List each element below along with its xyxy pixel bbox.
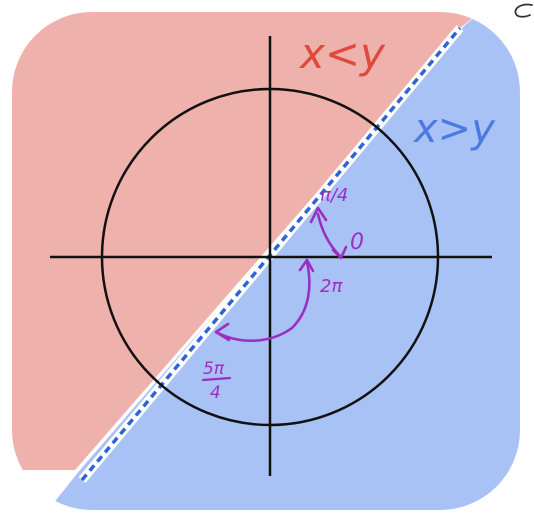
corner-glyph (514, 3, 533, 18)
label-five-pi-denominator: 4 (210, 383, 221, 403)
label-pi-over-4: π/4 (320, 185, 348, 206)
label-x-greater-y: x>y (412, 106, 496, 152)
unit-circle (100, 87, 440, 427)
arrowhead-two-pi (298, 258, 315, 273)
label-five-pi-over-4: 5π 4 (201, 359, 232, 403)
label-x-less-y: x<y (298, 29, 386, 78)
label-five-pi-numerator: 5π (203, 359, 225, 379)
arrowhead-pi-over-4 (309, 206, 328, 224)
label-two-pi: 2π (320, 276, 343, 297)
arrowhead-five-pi-over-4 (214, 322, 231, 342)
arc-two-pi-to-five-pi-over-4 (216, 260, 311, 342)
angle-arrows (214, 206, 348, 342)
label-zero: 0 (350, 230, 364, 255)
arrowhead-zero (331, 245, 348, 260)
fraction-bar (201, 376, 232, 382)
